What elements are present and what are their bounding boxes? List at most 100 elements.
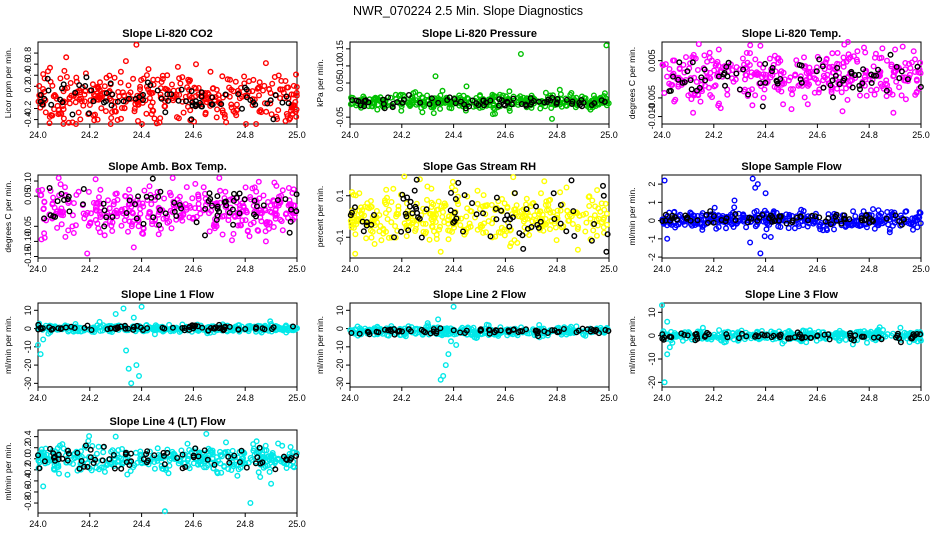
data-point bbox=[273, 182, 280, 189]
data-point bbox=[69, 119, 76, 126]
data-point bbox=[133, 215, 140, 222]
data-point bbox=[411, 187, 418, 194]
chart-panel-4: Slope Amb. Box Temp.24.0 24.2 24.4 24.6 24.8… bbox=[3, 161, 306, 274]
data-point bbox=[195, 193, 202, 200]
y-tick-label: 0.10 bbox=[335, 57, 345, 75]
data-point bbox=[101, 468, 108, 475]
data-point bbox=[507, 216, 514, 223]
data-point bbox=[157, 188, 164, 195]
data-point bbox=[902, 96, 909, 103]
data-point bbox=[237, 222, 244, 229]
y-tick-label: -2 bbox=[647, 253, 657, 261]
data-point bbox=[506, 88, 513, 95]
data-point bbox=[899, 43, 906, 50]
data-point bbox=[770, 61, 777, 68]
y-tick-label: 0 bbox=[647, 218, 657, 223]
data-point bbox=[448, 338, 455, 345]
data-point bbox=[143, 72, 150, 79]
data-point bbox=[763, 226, 770, 233]
data-point bbox=[912, 68, 919, 75]
data-point bbox=[832, 72, 839, 79]
data-point bbox=[90, 98, 97, 105]
data-point bbox=[120, 210, 127, 217]
data-point bbox=[707, 208, 714, 215]
data-point bbox=[213, 200, 220, 207]
data-point bbox=[826, 63, 833, 70]
y-tick-label: -30 bbox=[23, 377, 33, 390]
data-point bbox=[176, 75, 183, 82]
data-point bbox=[868, 87, 875, 94]
data-point bbox=[839, 108, 846, 115]
x-tick-label: 24.2 bbox=[393, 264, 411, 274]
data-point bbox=[374, 106, 381, 113]
data-point bbox=[413, 221, 420, 228]
data-point bbox=[205, 210, 212, 217]
data-point bbox=[221, 114, 228, 121]
data-point bbox=[209, 94, 216, 101]
data-point bbox=[703, 211, 710, 218]
data-point bbox=[288, 107, 295, 114]
data-point bbox=[230, 197, 237, 204]
data-point bbox=[255, 178, 262, 185]
data-point bbox=[122, 193, 129, 200]
data-point bbox=[263, 108, 270, 115]
x-tick-label: 25.0 bbox=[288, 393, 306, 403]
data-point bbox=[35, 187, 42, 194]
data-point bbox=[177, 80, 184, 87]
data-point bbox=[888, 61, 895, 68]
data-point bbox=[749, 175, 756, 182]
data-point bbox=[715, 102, 722, 109]
data-point bbox=[135, 223, 142, 230]
data-point bbox=[241, 196, 248, 203]
data-point bbox=[450, 303, 457, 310]
data-point bbox=[398, 107, 405, 114]
data-point bbox=[216, 174, 223, 181]
data-point bbox=[79, 201, 86, 208]
data-point bbox=[112, 311, 119, 318]
data-point bbox=[293, 71, 300, 78]
data-point bbox=[695, 41, 702, 48]
data-point bbox=[121, 105, 128, 112]
data-point bbox=[124, 471, 131, 478]
data-point bbox=[843, 58, 850, 65]
data-point bbox=[861, 44, 868, 51]
data-point bbox=[680, 61, 687, 68]
data-point bbox=[752, 92, 759, 99]
x-tick-label: 24.8 bbox=[860, 130, 878, 140]
data-point bbox=[196, 99, 203, 106]
data-point bbox=[202, 205, 209, 212]
data-point bbox=[457, 222, 464, 229]
data-point bbox=[279, 227, 286, 234]
data-point bbox=[766, 55, 773, 62]
data-point bbox=[502, 216, 509, 223]
data-point bbox=[576, 212, 583, 219]
data-point bbox=[103, 214, 110, 221]
data-point bbox=[290, 82, 297, 89]
data-point bbox=[777, 75, 784, 82]
data-point bbox=[58, 221, 65, 228]
data-point bbox=[417, 99, 424, 106]
data-point bbox=[898, 92, 905, 99]
data-point bbox=[440, 373, 447, 380]
data-point bbox=[797, 73, 804, 80]
data-point bbox=[409, 210, 416, 217]
data-point bbox=[88, 87, 95, 94]
y-tick-label: -0.2 bbox=[23, 101, 33, 117]
data-point bbox=[395, 203, 402, 210]
data-point bbox=[103, 462, 110, 469]
data-point bbox=[587, 236, 594, 243]
data-point bbox=[226, 209, 233, 216]
data-point bbox=[446, 94, 453, 101]
data-point bbox=[87, 97, 94, 104]
data-point bbox=[99, 457, 106, 464]
data-point bbox=[861, 328, 868, 335]
data-point bbox=[863, 92, 870, 99]
data-point bbox=[193, 219, 200, 226]
data-point bbox=[135, 193, 142, 200]
data-point bbox=[206, 228, 213, 235]
y-tick-label: 0 bbox=[335, 326, 345, 331]
data-point bbox=[721, 69, 728, 76]
data-point bbox=[69, 212, 76, 219]
data-point bbox=[241, 84, 248, 91]
data-point bbox=[416, 91, 423, 98]
